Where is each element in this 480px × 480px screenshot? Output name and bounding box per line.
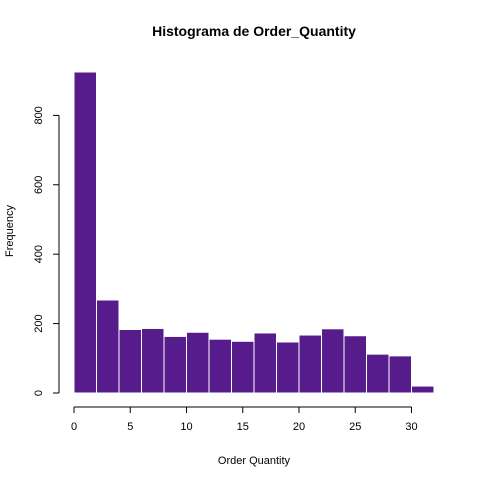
histogram-bar [186, 331, 210, 394]
histogram-bar [366, 353, 390, 394]
histogram-bar [73, 71, 97, 394]
histogram-bar [321, 328, 345, 394]
x-axis: 0 5 10 15 20 25 30 [71, 406, 418, 433]
histogram-bar [298, 334, 322, 394]
x-tick-label: 5 [127, 421, 133, 433]
y-tick-label: 800 [33, 106, 45, 124]
x-tick-label: 30 [405, 421, 417, 433]
y-tick-label: 200 [33, 314, 45, 332]
histogram-bar [276, 341, 300, 394]
histogram-bar [96, 299, 120, 394]
histogram-bar [411, 385, 435, 394]
x-tick-label: 15 [237, 421, 249, 433]
y-axis: 0 200 400 600 800 [33, 106, 60, 396]
chart-title: Histograma de Order_Quantity [152, 23, 356, 39]
histogram-bar [253, 332, 277, 394]
bars-group [73, 71, 435, 394]
y-tick-label: 600 [33, 176, 45, 194]
histogram-bar [231, 340, 255, 394]
x-tick-label: 10 [180, 421, 192, 433]
histogram-bar [208, 338, 232, 394]
y-tick-label: 400 [33, 245, 45, 263]
x-tick-label: 0 [71, 421, 77, 433]
histogram-bar [388, 355, 412, 394]
x-tick-label: 20 [293, 421, 305, 433]
y-axis-label: Frequency [4, 205, 16, 257]
histogram-bar [163, 335, 187, 394]
x-axis-label: Order Quantity [218, 455, 291, 467]
histogram-bar [118, 328, 142, 394]
histogram-bar [343, 335, 367, 394]
y-tick-label: 0 [33, 390, 45, 396]
histogram-bar [141, 327, 165, 394]
x-tick-label: 25 [349, 421, 361, 433]
